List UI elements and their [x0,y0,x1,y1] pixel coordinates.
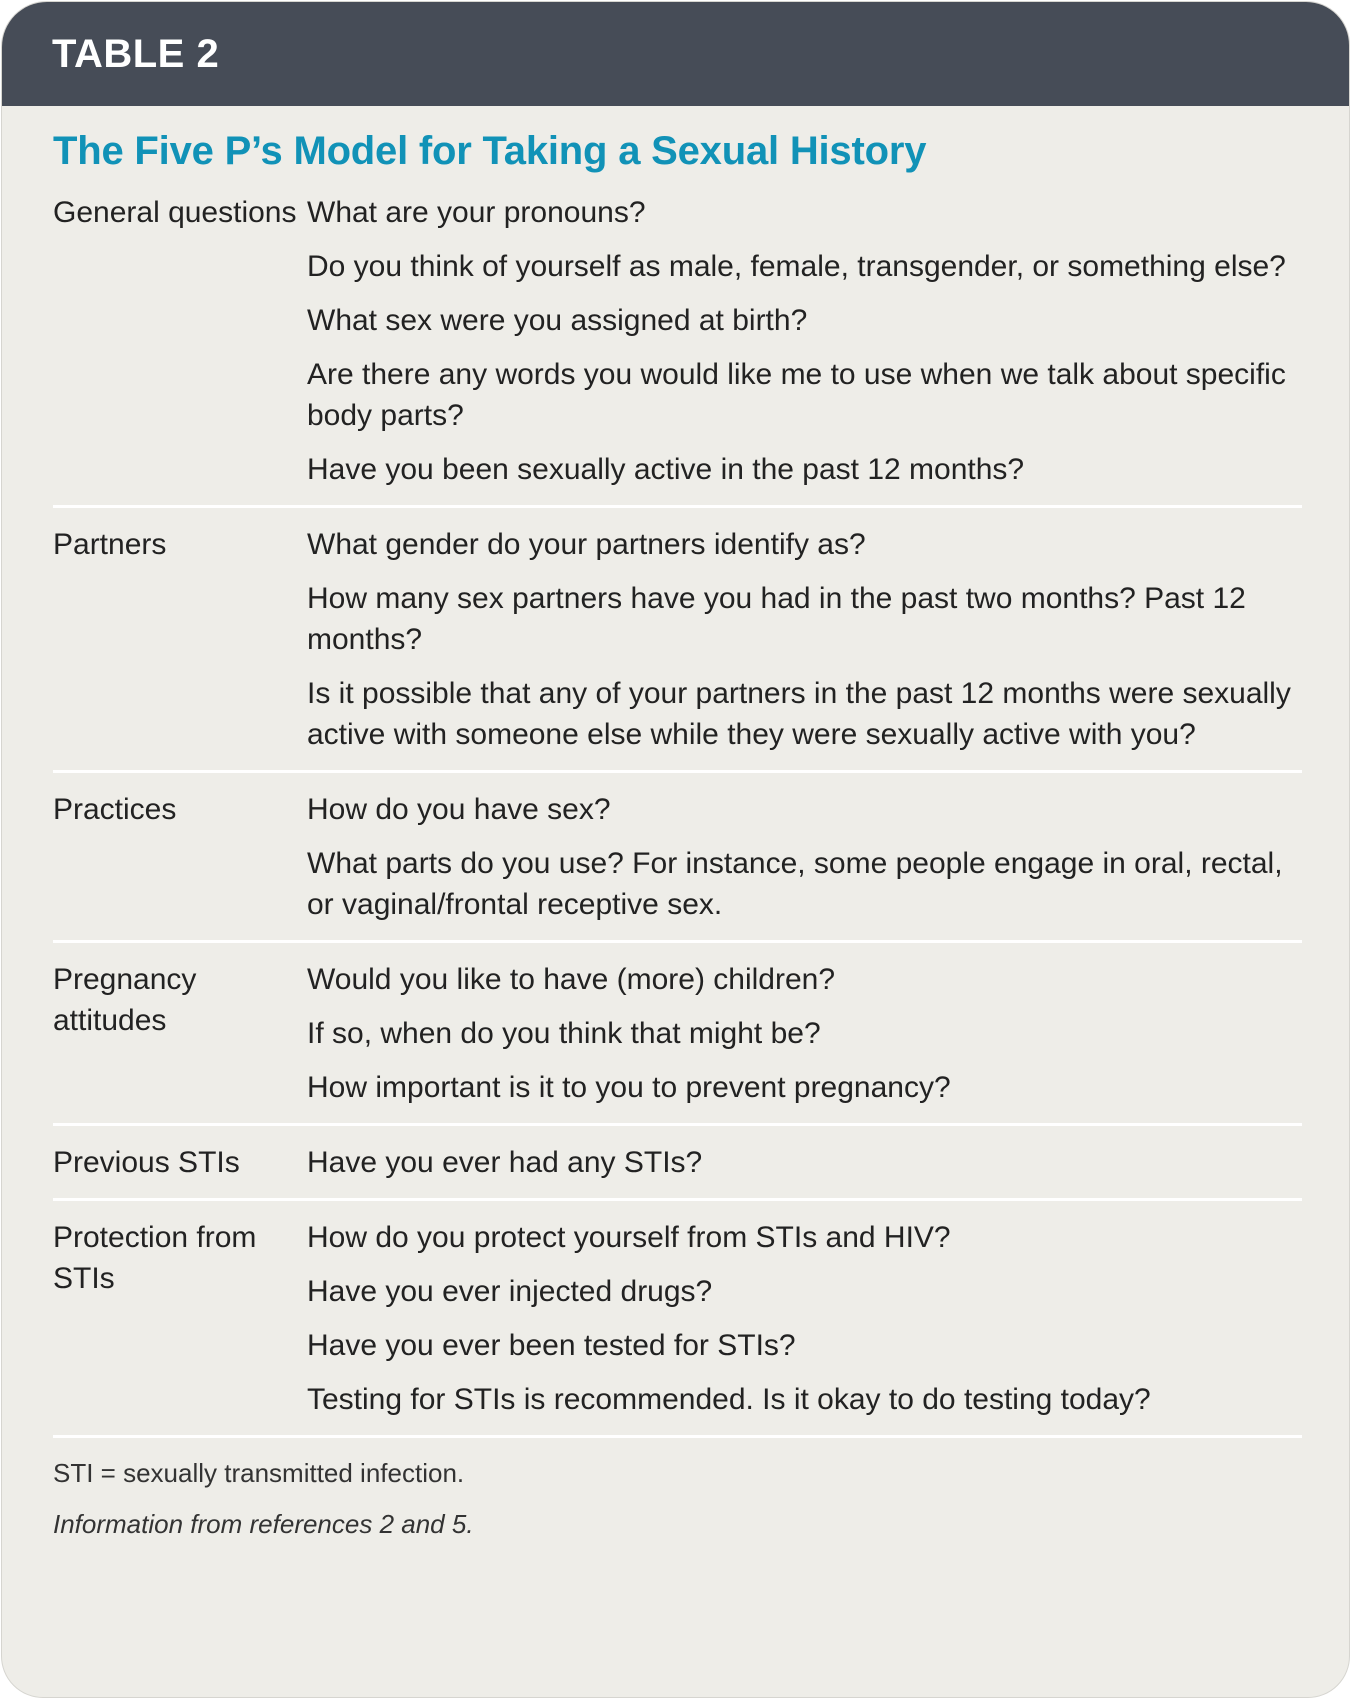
row-questions: Have you ever had any STIs? [307,1142,1302,1183]
question-item: Testing for STIs is recommended. Is it o… [307,1383,1151,1416]
source-footnote: Information from references 2 and 5. [53,1509,474,1539]
table-row: Previous STIs Have you ever had any STIs? [53,1126,1302,1201]
row-category: Protection from STIs [53,1221,257,1295]
question-item: Would you like to have (more) children? [307,963,836,996]
row-questions: How do you protect yourself from STIs an… [307,1217,1302,1420]
table-body: General questions What are your pronouns?… [53,186,1302,1438]
question-item: What gender do your partners identify as… [307,528,866,561]
table-row: Practices How do you have sex? What parts … [53,773,1302,943]
row-category: Practices [53,793,177,826]
question-item: How do you protect yourself from STIs an… [307,1221,951,1254]
question-item: Have you been sexually active in the pas… [307,453,1025,486]
question-item: Have you ever been tested for STIs? [307,1329,796,1362]
abbreviation-footnote: STI = sexually transmitted infection. [53,1458,465,1488]
row-category: Previous STIs [53,1146,240,1179]
table-row: General questions What are your pronouns?… [53,186,1302,508]
table-row: Pregnancy attitudes Would you like to hav… [53,943,1302,1126]
question-item: If so, when do you think that might be? [307,1017,821,1050]
row-questions: What are your pronouns? Do you think of y… [307,192,1302,490]
question-item: How important is it to you to prevent pr… [307,1071,951,1104]
question-item: Have you ever had any STIs? [307,1146,703,1179]
row-questions: Would you like to have (more) children? I… [307,959,1302,1108]
question-item: What parts do you use? For instance, som… [307,847,1283,921]
row-category: Partners [53,528,167,561]
question-item: Is it possible that any of your partners… [307,677,1291,751]
table-title: The Five P’s Model for Taking a Sexual H… [53,129,927,173]
table-row: Partners What gender do your partners ide… [53,508,1302,773]
row-questions: How do you have sex? What parts do you us… [307,789,1302,925]
table-row: Protection from STIs How do you protect y… [53,1201,1302,1438]
row-category: Pregnancy attitudes [53,963,197,1037]
question-item: How many sex partners have you had in th… [307,582,1246,656]
question-item: Have you ever injected drugs? [307,1275,713,1308]
question-item: Do you think of yourself as male, female… [307,250,1286,283]
table-label: TABLE 2 [52,31,220,76]
table-header: TABLE 2 [2,2,1349,106]
row-category: General questions [53,196,297,229]
row-questions: What gender do your partners identify as… [307,524,1302,755]
question-item: What are your pronouns? [307,196,646,229]
question-item: How do you have sex? [307,793,611,826]
question-item: What sex were you assigned at birth? [307,304,808,337]
question-item: Are there any words you would like me to… [307,358,1286,432]
